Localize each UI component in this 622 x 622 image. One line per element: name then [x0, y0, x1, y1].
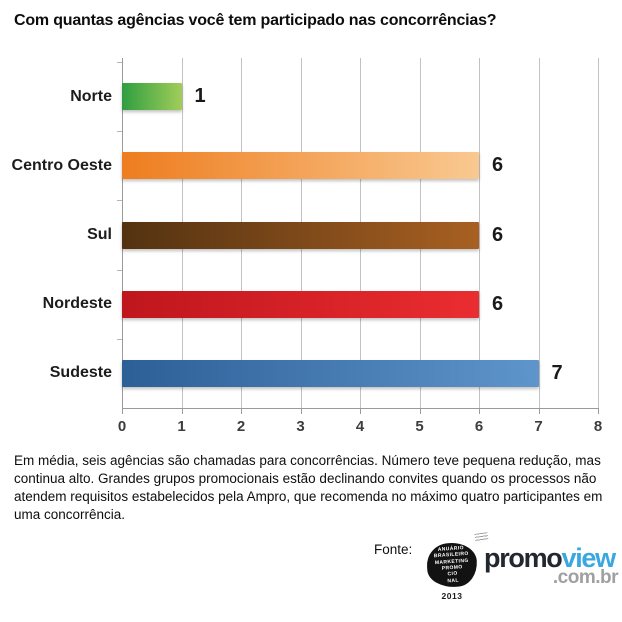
- promoview-domain-text: .com.br: [552, 567, 619, 588]
- x-tick-6: [479, 408, 480, 414]
- y-tick-4: [117, 338, 122, 340]
- x-tick-label-3: 3: [296, 418, 305, 435]
- category-label-centro-oeste: Centro Oeste: [11, 156, 112, 174]
- x-tick-label-4: 4: [355, 418, 365, 435]
- category-label-sul: Sul: [87, 226, 112, 243]
- bar-sul: [122, 221, 479, 249]
- bar-centro-oeste: [122, 152, 479, 180]
- bar-norte: [122, 83, 182, 111]
- x-tick-5: [419, 408, 421, 414]
- y-tick-2: [117, 200, 122, 202]
- gridline-8: [598, 58, 599, 408]
- stamp-logo: ANUÁRIO BRASILEIRO MARKETING PROMO CIO NAL 20…: [424, 531, 489, 601]
- value-label-norte: 1: [194, 85, 206, 108]
- x-tick-label-7: 7: [534, 418, 543, 435]
- promoview-promo-text: promo: [484, 543, 563, 573]
- plot-area: 0 1 2 3 4 5 6 7 8 Norte 1 Centro Oeste 6 Sul 6 Nordeste…: [12, 58, 602, 435]
- x-tick-label-8: 8: [593, 418, 603, 435]
- stamp-flourish: [474, 532, 489, 543]
- promoview-logo: promoview .com.br: [484, 544, 619, 588]
- bar-sudeste: [122, 359, 539, 387]
- source-label: Fonte:: [374, 542, 413, 557]
- y-tick-1: [117, 131, 122, 133]
- x-tick-label-6: 6: [474, 418, 484, 435]
- y-tick-3: [117, 269, 122, 271]
- anuario-stamp-logo: ANUÁRIO BRASILEIRO MARKETING PROMO CIO NAL: [425, 541, 479, 589]
- promoview-view-text: view: [561, 543, 617, 573]
- value-label-nordeste: 6: [492, 292, 504, 315]
- x-tick-4: [360, 408, 361, 414]
- gridline-6: [479, 58, 480, 408]
- x-tick-1: [181, 408, 183, 414]
- x-tick-label-1: 1: [177, 418, 186, 435]
- category-label-nordeste: Nordeste: [42, 295, 112, 313]
- x-tick-3: [300, 408, 302, 414]
- value-label-sudeste: 7: [551, 361, 563, 384]
- x-tick-7: [538, 408, 540, 414]
- value-label-centro-oeste: 6: [492, 154, 504, 177]
- bar-nordeste: [122, 290, 479, 318]
- x-tick-8: [598, 408, 599, 414]
- category-label-sudeste: Sudeste: [49, 364, 112, 382]
- category-label-norte: Norte: [70, 87, 112, 105]
- x-tick-label-5: 5: [415, 418, 424, 435]
- x-tick-0: [122, 408, 123, 414]
- x-tick-label-2: 2: [236, 418, 246, 435]
- promoview-wordmark: promoview: [484, 544, 618, 572]
- value-label-sul: 6: [492, 223, 504, 246]
- x-tick-2: [241, 408, 242, 414]
- chart-title: Com quantas agências você tem participad…: [14, 12, 497, 29]
- stamp-line-5: NAL: [447, 577, 460, 585]
- x-tick-label-0: 0: [117, 418, 127, 435]
- gridline-7: [538, 58, 540, 408]
- description-text: Em média, seis agências são chamadas par…: [14, 453, 603, 522]
- y-tick-0: [117, 62, 122, 63]
- stamp-year: 2013: [441, 591, 463, 601]
